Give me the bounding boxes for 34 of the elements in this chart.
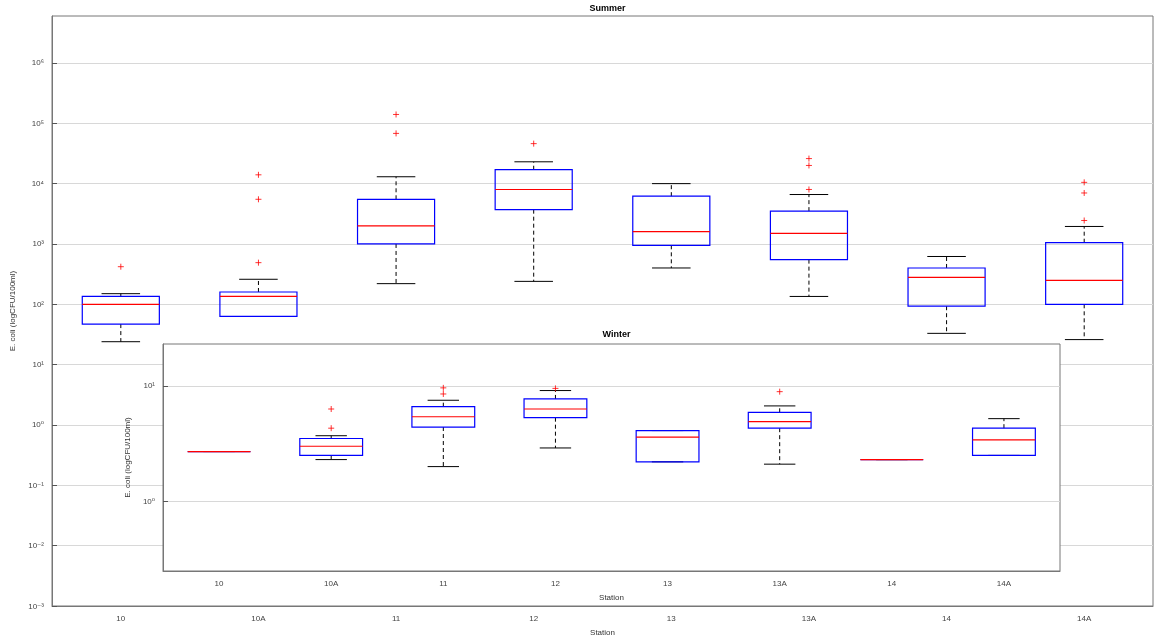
x-tick-label: 10A	[251, 613, 267, 623]
y-tick-label: 10⁰	[31, 420, 44, 430]
x-tick-label: 10	[116, 613, 126, 623]
x-tick-label: 12	[529, 613, 539, 623]
x-tick-label: 13	[663, 578, 673, 588]
x-tick-label: 14A	[1077, 613, 1092, 623]
y-tick-label: 10⁰	[142, 496, 155, 506]
x-axis-title: Station	[590, 627, 615, 637]
x-tick-label: 11	[391, 613, 401, 623]
y-tick-label: 10⁻³	[28, 601, 45, 611]
y-axis-title: E. coli (logCFU/100ml)	[123, 416, 133, 498]
x-tick-label: 14	[942, 613, 952, 623]
x-tick-label: 11	[439, 578, 449, 588]
x-tick-label: 10A	[324, 578, 339, 588]
y-tick-label: 10⁶	[31, 58, 44, 68]
x-tick-label: 13	[666, 613, 677, 623]
x-tick-label: 14	[887, 578, 897, 588]
y-tick-label: 10¹	[32, 360, 45, 370]
x-tick-label: 13A	[801, 613, 817, 623]
x-tick-label: 13A	[772, 578, 788, 588]
chart-title: Summer	[589, 2, 626, 13]
y-tick-label: 10⁻¹	[28, 480, 45, 490]
y-tick-label: 10²	[32, 299, 45, 309]
y-tick-label: 10¹	[143, 381, 156, 391]
x-tick-label: 14A	[996, 578, 1012, 588]
y-tick-label: 10³	[32, 239, 45, 249]
chart-title: Winter	[602, 328, 631, 339]
y-tick-label: 10⁻²	[28, 541, 45, 551]
x-axis-title: Station	[599, 592, 624, 602]
y-axis-title: E. coli (logCFU/100ml)	[7, 270, 17, 352]
y-tick-label: 10⁴	[31, 179, 45, 189]
x-tick-label: 12	[550, 578, 561, 588]
y-tick-label: 10⁵	[31, 118, 44, 128]
x-tick-label: 10	[214, 578, 225, 588]
